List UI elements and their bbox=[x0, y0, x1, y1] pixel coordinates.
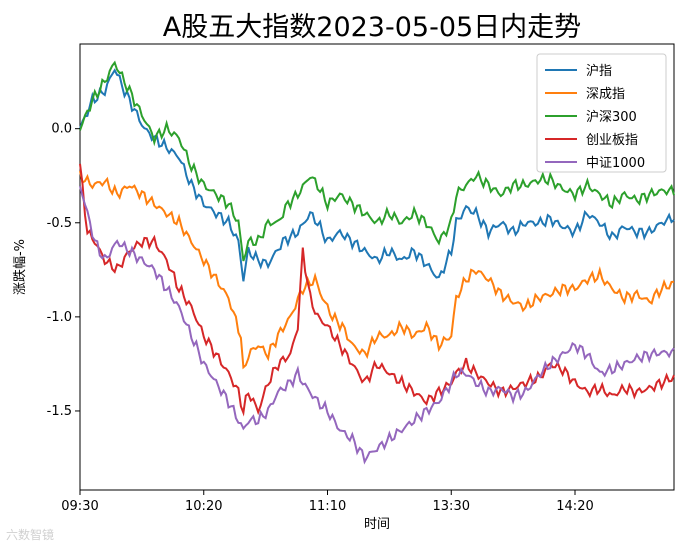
legend-label: 中证1000 bbox=[586, 156, 645, 171]
x-tick-label: 10:20 bbox=[185, 499, 222, 514]
chart-title: A股五大指数2023-05-05日内走势 bbox=[163, 12, 581, 43]
y-tick-label: -0.5 bbox=[47, 216, 72, 231]
y-tick-label: -1.0 bbox=[47, 310, 72, 325]
x-axis: 09:30 10:20 11:10 13:30 14:20 bbox=[61, 490, 594, 514]
series-line-沪深300 bbox=[79, 60, 675, 262]
x-axis-label: 时间 bbox=[364, 517, 390, 532]
x-tick-label: 09:30 bbox=[61, 499, 98, 514]
y-axis-label: 涨跌幅-% bbox=[12, 239, 28, 295]
series-lines bbox=[79, 60, 675, 465]
x-tick-label: 13:30 bbox=[433, 499, 470, 514]
y-axis: 0.0 -0.5 -1.0 -1.5 bbox=[47, 122, 80, 419]
series-line-深成指 bbox=[79, 170, 675, 370]
legend-label: 沪深300 bbox=[586, 109, 637, 125]
y-tick-label: -1.5 bbox=[47, 404, 72, 419]
series-line-创业板指 bbox=[79, 163, 675, 417]
legend-label: 深成指 bbox=[586, 87, 625, 102]
x-tick-label: 11:10 bbox=[309, 499, 346, 514]
plot-frame bbox=[79, 43, 675, 491]
series-line-中证1000 bbox=[79, 185, 675, 465]
y-tick-label: 0.0 bbox=[51, 122, 72, 137]
legend-label: 创业板指 bbox=[586, 133, 638, 148]
legend-label: 沪指 bbox=[586, 63, 612, 79]
series-line-沪指 bbox=[79, 68, 675, 282]
watermark: 六数智镜 bbox=[6, 528, 55, 542]
x-tick-label: 14:20 bbox=[556, 499, 593, 514]
legend-box bbox=[536, 53, 667, 173]
